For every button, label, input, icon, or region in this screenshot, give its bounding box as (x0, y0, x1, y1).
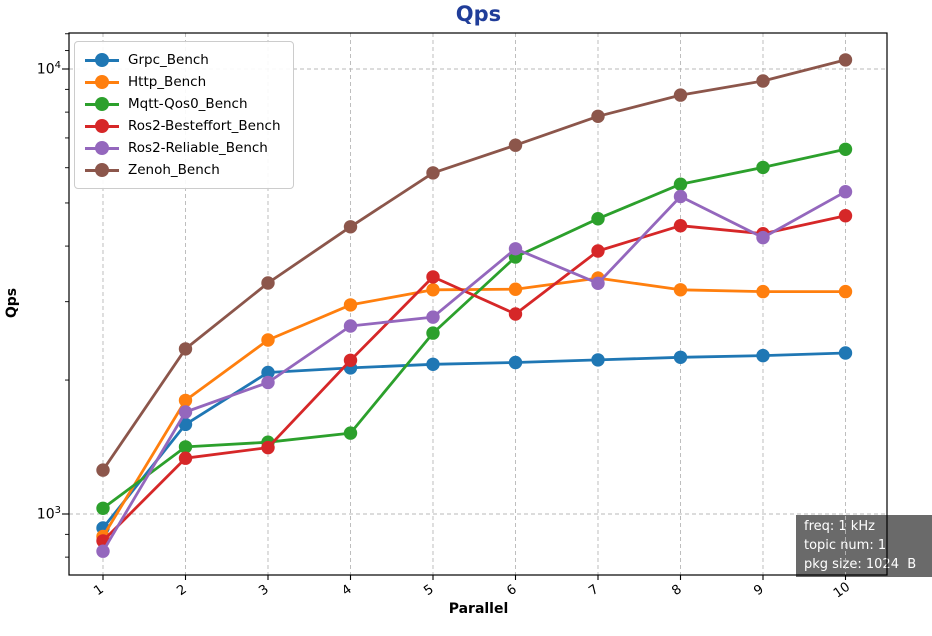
data-point-Ros2-Reliable_Bench-x4 (343, 319, 358, 333)
data-point-Http_Bench-x2 (178, 393, 193, 408)
data-point-Grpc_Bench-x7 (591, 353, 605, 367)
data-point-Mqtt-Qos0_Bench-x2 (178, 440, 193, 454)
legend-item: Grpc_Bench (85, 49, 281, 71)
data-point-Zenoh_Bench-x5 (426, 166, 440, 180)
data-point-Ros2-Besteffort_Bench-x5 (426, 270, 440, 284)
legend-item: Mqtt-Qos0_Bench (85, 93, 281, 115)
legend-item: Ros2-Reliable_Bench (85, 137, 281, 159)
series-line-Ros2-Besteffort_Bench (102, 214, 846, 542)
data-point-Grpc_Bench-x8 (673, 350, 688, 364)
data-point-Zenoh_Bench-x6 (508, 138, 523, 152)
data-point-Mqtt-Qos0_Bench-x10 (838, 142, 853, 156)
data-point-Mqtt-Qos0_Bench-x9 (756, 160, 770, 175)
data-point-Http_Bench-x6 (508, 282, 523, 296)
y-tick-label: 104 (36, 60, 61, 78)
data-point-Mqtt-Qos0_Bench-x8 (673, 177, 688, 191)
data-point-Zenoh_Bench-x4 (343, 220, 358, 234)
data-point-Ros2-Reliable_Bench-x1 (96, 544, 110, 558)
data-point-Ros2-Besteffort_Bench-x7 (591, 244, 605, 258)
data-point-Zenoh_Bench-x3 (261, 276, 275, 290)
legend-marker-icon (85, 53, 119, 67)
legend-label: Ros2-Reliable_Bench (128, 140, 268, 156)
data-point-Zenoh_Bench-x7 (591, 109, 605, 124)
info-box-line: pkg size: 1024 B (804, 557, 917, 573)
data-point-Zenoh_Bench-x1 (96, 463, 110, 477)
x-axis-label: Parallel (448, 601, 509, 617)
data-point-Mqtt-Qos0_Bench-x5 (426, 326, 440, 340)
legend: Grpc_Bench Http_Bench Mqtt-Qos0_Bench Ros2-… (74, 41, 294, 189)
data-point-Mqtt-Qos0_Bench-x4 (343, 426, 358, 440)
legend-label: Mqtt-Qos0_Bench (128, 96, 248, 112)
data-point-Ros2-Besteffort_Bench-x3 (261, 440, 275, 455)
legend-marker-icon (85, 163, 119, 177)
data-point-Zenoh_Bench-x2 (178, 342, 193, 356)
series-line-Ros2-Reliable_Bench (101, 190, 847, 552)
legend-marker-icon (85, 141, 119, 155)
legend-marker-icon (85, 75, 119, 89)
legend-marker-icon (85, 97, 119, 111)
data-point-Http_Bench-x3 (261, 333, 275, 347)
data-point-Zenoh_Bench-x8 (673, 88, 688, 102)
data-point-Ros2-Besteffort_Bench-x8 (673, 219, 688, 233)
data-point-Ros2-Reliable_Bench-x10 (838, 185, 853, 199)
data-point-Grpc_Bench-x6 (508, 355, 523, 370)
data-point-Http_Bench-x8 (673, 283, 688, 297)
data-point-Ros2-Reliable_Bench-x7 (591, 276, 605, 290)
axes-frame (68, 32, 888, 576)
legend-item: Http_Bench (85, 71, 281, 93)
info-box-line: freq: 1 kHz (804, 519, 875, 534)
data-point-Mqtt-Qos0_Bench-x7 (591, 212, 605, 226)
series-line-Http_Bench (101, 276, 846, 538)
data-point-Grpc_Bench-x3 (261, 365, 275, 380)
series-line-Zenoh_Bench (101, 58, 846, 471)
data-point-Ros2-Reliable_Bench-x6 (508, 242, 523, 256)
chart-title: Qps (455, 2, 502, 26)
legend-label: Zenoh_Bench (128, 162, 220, 178)
data-point-Ros2-Besteffort_Bench-x4 (343, 353, 358, 367)
data-point-Grpc_Bench-x9 (756, 348, 770, 363)
data-point-Zenoh_Bench-x9 (756, 74, 770, 88)
legend-label: Grpc_Bench (128, 52, 209, 68)
data-point-Ros2-Besteffort_Bench-x6 (508, 307, 523, 321)
y-tick-label: 103 (36, 505, 61, 523)
data-point-Ros2-Reliable_Bench-x9 (756, 230, 770, 245)
data-point-Ros2-Besteffort_Bench-x10 (838, 209, 853, 223)
data-point-Ros2-Reliable_Bench-x8 (673, 189, 688, 204)
legend-label: Http_Bench (128, 74, 207, 90)
data-point-Ros2-Reliable_Bench-x5 (426, 310, 440, 324)
data-point-Ros2-Reliable_Bench-x2 (178, 405, 193, 419)
legend-marker-icon (85, 119, 119, 133)
legend-item: Ros2-Besteffort_Bench (85, 115, 281, 137)
legend-item: Zenoh_Bench (85, 159, 281, 181)
data-point-Grpc_Bench-x5 (426, 357, 440, 371)
data-point-Grpc_Bench-x10 (838, 346, 853, 360)
data-point-Ros2-Besteffort_Bench-x2 (178, 451, 193, 465)
data-point-Http_Bench-x10 (838, 284, 853, 299)
info-box-line: topic num: 1 (804, 538, 887, 554)
data-point-Ros2-Reliable_Bench-x3 (261, 375, 275, 390)
data-point-Mqtt-Qos0_Bench-x1 (96, 501, 110, 515)
data-point-Http_Bench-x4 (343, 298, 358, 312)
info-box: freq: 1 kHz topic num: 1 pkg size: 1024 B (796, 515, 932, 577)
data-point-Grpc_Bench-x2 (178, 417, 193, 432)
data-point-Http_Bench-x5 (426, 283, 440, 297)
data-point-Http_Bench-x9 (756, 284, 770, 299)
data-point-Zenoh_Bench-x10 (838, 53, 853, 67)
legend-label: Ros2-Besteffort_Bench (128, 118, 281, 134)
